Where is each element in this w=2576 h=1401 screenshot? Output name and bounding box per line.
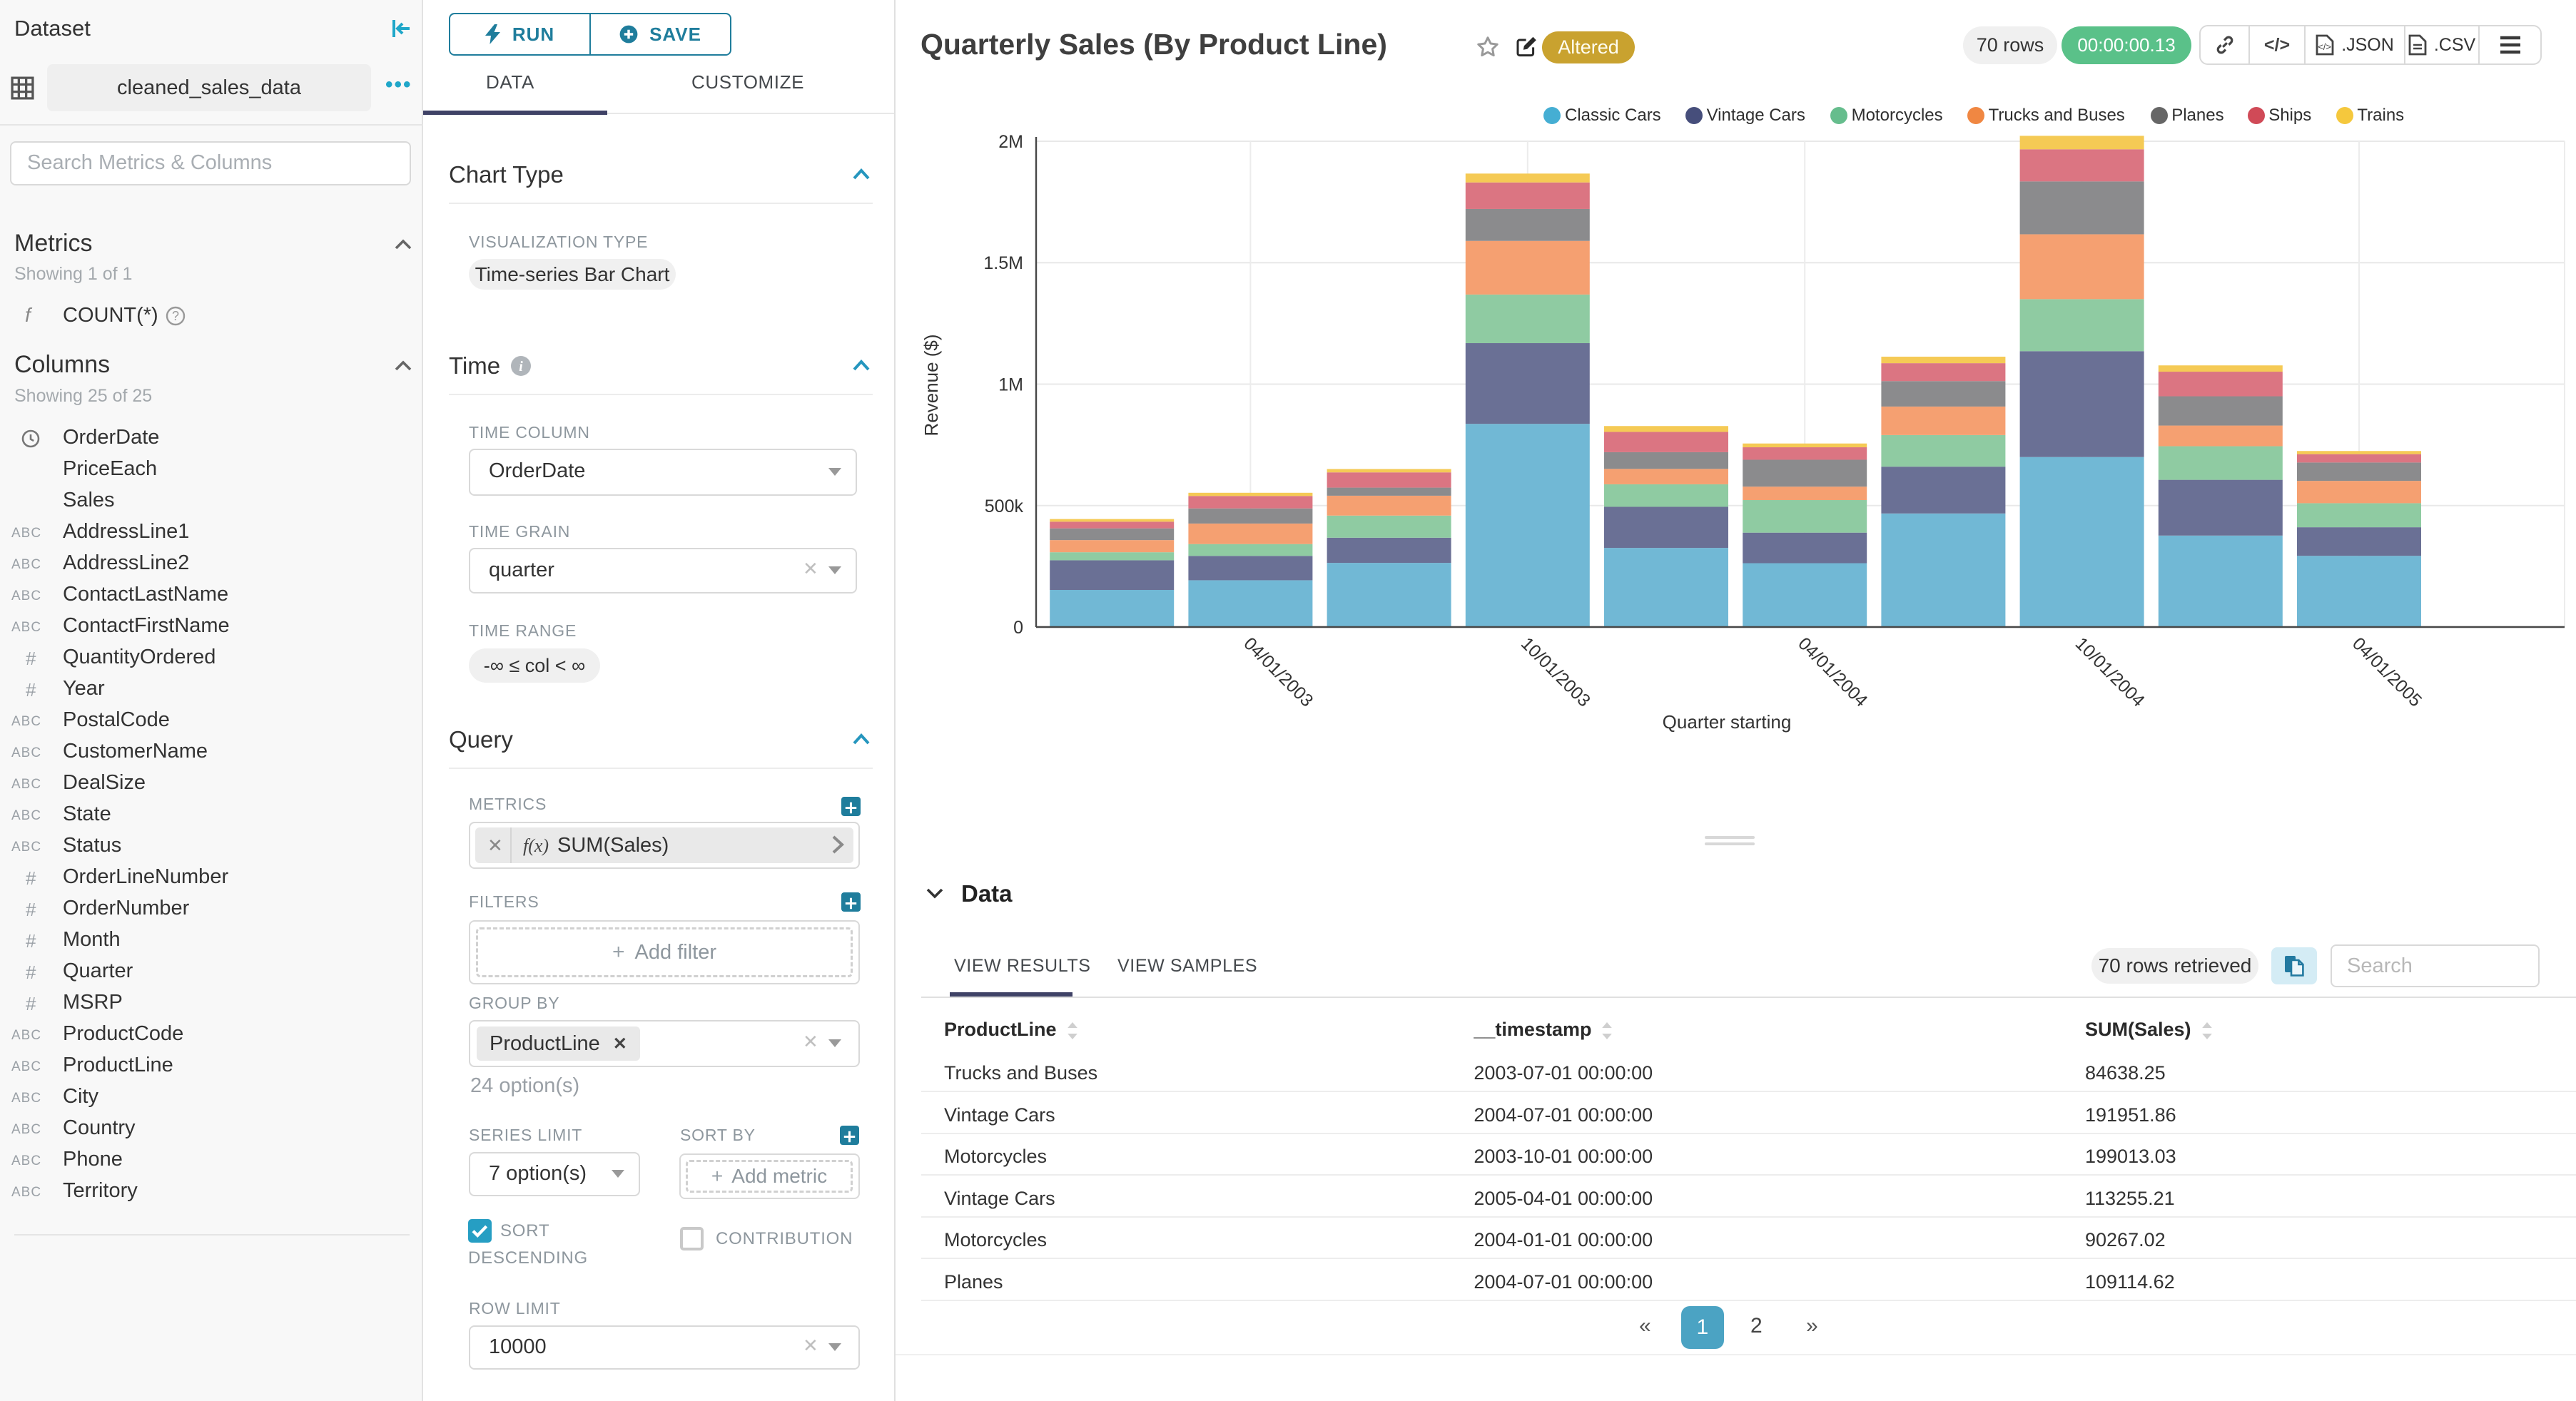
svg-text:Quarter starting: Quarter starting xyxy=(1663,711,1792,733)
svg-text:04/01/2004: 04/01/2004 xyxy=(1794,633,1871,710)
svg-text:2M: 2M xyxy=(998,132,1023,152)
svg-text:i: i xyxy=(519,359,523,375)
svg-text:10/01/2004: 10/01/2004 xyxy=(2072,633,2149,710)
svg-text:1M: 1M xyxy=(998,375,1023,395)
svg-text:</>: </> xyxy=(2318,41,2331,52)
svg-text:500k: 500k xyxy=(985,496,1024,516)
svg-text:10/01/2003: 10/01/2003 xyxy=(1517,633,1594,710)
svg-text:0: 0 xyxy=(1013,618,1023,638)
svg-text:04/01/2003: 04/01/2003 xyxy=(1239,633,1317,710)
svg-text:04/01/2005: 04/01/2005 xyxy=(2348,633,2425,710)
svg-text:Revenue ($): Revenue ($) xyxy=(921,334,942,436)
svg-text:?: ? xyxy=(172,309,179,323)
svg-text:1.5M: 1.5M xyxy=(983,253,1023,273)
